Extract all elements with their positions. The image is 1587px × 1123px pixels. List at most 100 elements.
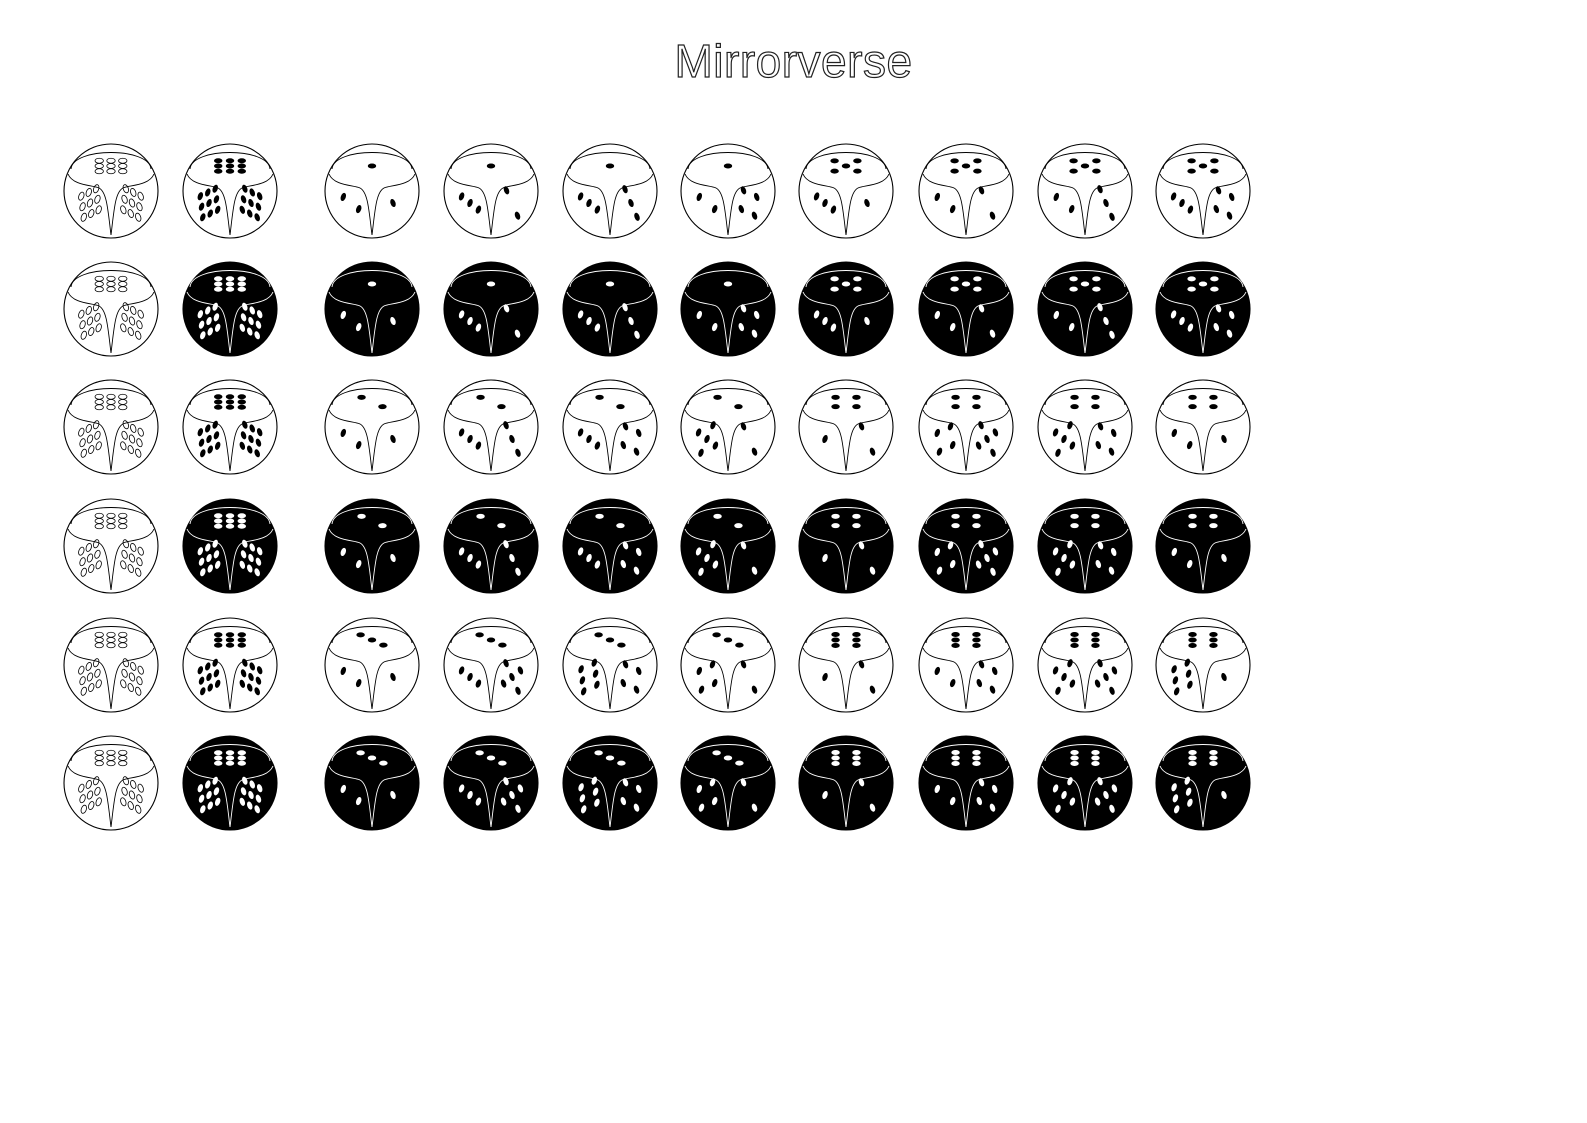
pip: [225, 637, 235, 643]
pip: [86, 553, 94, 563]
pip: [120, 323, 127, 333]
pip: [503, 659, 509, 668]
pip: [88, 327, 95, 336]
pip: [822, 553, 828, 563]
pip: [240, 669, 247, 678]
pip: [1097, 303, 1103, 312]
pip: [972, 749, 981, 755]
pip: [696, 784, 703, 793]
pip: [357, 394, 366, 400]
pip: [592, 787, 599, 796]
die: [443, 143, 539, 239]
pip: [85, 188, 92, 197]
pip: [249, 424, 255, 433]
pip: [735, 642, 744, 648]
pip: [594, 323, 601, 332]
pip: [242, 420, 248, 429]
pip: [586, 198, 592, 208]
pip: [620, 560, 627, 569]
pip: [831, 643, 840, 649]
pip: [992, 547, 999, 556]
pip: [635, 547, 642, 556]
pip: [628, 316, 634, 326]
pip: [751, 685, 758, 694]
pip: [135, 448, 142, 458]
pip: [355, 323, 362, 332]
pip: [620, 441, 627, 450]
pip: [503, 186, 510, 195]
pip: [212, 184, 218, 193]
pip: [248, 434, 254, 444]
pip: [135, 686, 142, 696]
pip: [594, 205, 601, 214]
pip: [214, 523, 223, 529]
pip: [367, 637, 377, 643]
pip: [605, 281, 615, 287]
pip: [635, 784, 642, 793]
template-die-white: [182, 143, 278, 239]
pip: [622, 422, 629, 431]
pip: [467, 316, 473, 326]
pip: [340, 310, 347, 319]
pip: [137, 191, 144, 201]
pip: [137, 309, 144, 319]
pip: [813, 310, 820, 319]
pip: [1091, 761, 1100, 767]
pip: [118, 168, 128, 175]
pip: [704, 553, 710, 563]
pip: [239, 323, 246, 332]
die: [324, 617, 420, 713]
pip: [94, 786, 101, 796]
pip: [130, 188, 137, 197]
die: [324, 379, 420, 475]
pip: [711, 797, 718, 806]
pip: [240, 195, 247, 204]
pip: [1067, 777, 1073, 786]
pip: [1055, 567, 1061, 576]
pip: [247, 209, 253, 218]
pip: [85, 780, 92, 789]
pip: [514, 211, 521, 220]
die: [1155, 261, 1251, 357]
die: [680, 379, 776, 475]
pip: [1091, 523, 1100, 529]
pip: [88, 801, 95, 810]
pip: [242, 776, 248, 785]
pip: [1170, 310, 1177, 319]
pip: [605, 637, 615, 643]
pip: [88, 445, 95, 454]
pip: [712, 750, 721, 756]
pip: [78, 546, 85, 556]
pip: [1053, 310, 1060, 319]
pip: [1111, 784, 1118, 793]
pip: [711, 323, 718, 332]
pip: [1186, 441, 1193, 450]
pip: [831, 761, 840, 767]
pip: [390, 672, 396, 682]
pip: [237, 760, 246, 766]
pip: [713, 394, 722, 400]
pip: [1171, 783, 1177, 792]
pip: [497, 523, 506, 529]
pip: [85, 662, 92, 671]
pip: [367, 755, 377, 761]
pip: [214, 399, 223, 405]
pip: [1103, 672, 1109, 682]
pip: [1209, 755, 1218, 761]
pip: [85, 424, 92, 433]
pip: [120, 441, 127, 451]
pip: [830, 168, 839, 174]
pip: [723, 755, 733, 761]
pip: [94, 523, 104, 530]
pip: [831, 755, 840, 761]
pip: [517, 666, 524, 675]
pip: [1091, 631, 1100, 637]
pip: [225, 158, 235, 164]
pip: [1069, 560, 1076, 569]
pip: [1188, 761, 1197, 767]
pip: [1070, 761, 1079, 767]
pip: [984, 553, 990, 563]
pip: [467, 434, 473, 444]
pip: [214, 560, 221, 569]
